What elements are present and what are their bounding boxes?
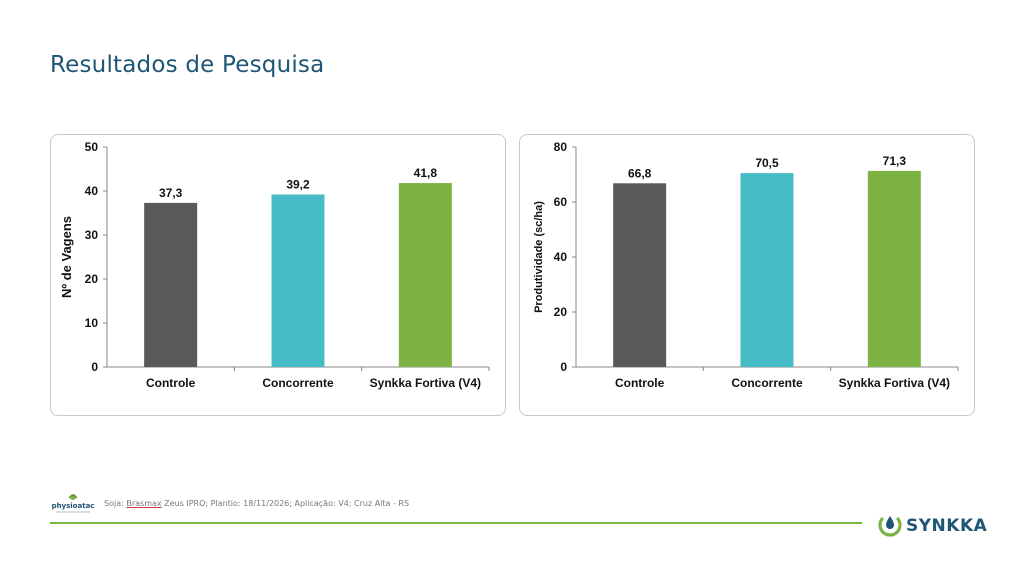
chart1-y-tick-label: 0 (91, 360, 98, 374)
chart1-data-label: 39,2 (286, 178, 310, 192)
chart2-y-tick-label: 60 (554, 195, 568, 209)
chart-vagens: 0 10 20 30 40 50 Nº de Vagens 37,3 Controle 39,2 C… (50, 134, 506, 416)
chart2-y-axis-label: Produtividade (sc/ha) (533, 201, 545, 313)
synkka-logo: SYNKKA (876, 510, 988, 540)
footer-note: Soja: Brasmax Zeus IPRO; Plantio: 18/11/… (104, 499, 409, 508)
chart2-category-label: Concorrente (731, 376, 803, 390)
chart1-y-tick-label: 50 (85, 140, 99, 154)
chart1-data-label: 37,3 (159, 186, 183, 200)
chart2-y-tick-label: 0 (560, 360, 567, 374)
chart1-bar (144, 202, 198, 367)
physioatac-logo: physioatac (52, 492, 94, 516)
chart-produtividade-svg: 0 20 40 60 80 Produtividade (sc/ha) 66,8 Contro… (533, 140, 959, 390)
footer-note-rest: Zeus IPRO; Plantio: 18/11/2026; Aplicaçã… (161, 499, 410, 508)
chart1-y-tick-label: 30 (85, 228, 99, 242)
chart1-y-tick-label: 10 (85, 316, 99, 330)
chart1-data-label: 41,8 (414, 166, 438, 180)
svg-text:physioatac: physioatac (52, 502, 94, 510)
chart2-category-label: Controle (615, 376, 665, 390)
chart1-bar (271, 194, 325, 367)
synkka-drop-icon (878, 516, 902, 537)
chart2-y-tick-label: 40 (554, 250, 568, 264)
footer-note-prefix: Soja: (104, 499, 127, 508)
footer-note-brand: Brasmax (126, 499, 162, 508)
brand-name: SYNKKA (906, 516, 988, 536)
chart1-category-label: Synkka Fortiva (V4) (370, 376, 481, 390)
page-title: Resultados de Pesquisa (50, 52, 325, 78)
chart2-data-label: 70,5 (755, 156, 779, 170)
chart-vagens-svg: 0 10 20 30 40 50 Nº de Vagens 37,3 Controle 39,2 C… (59, 140, 490, 390)
chart2-data-label: 66,8 (628, 166, 652, 180)
chart1-category-label: Concorrente (262, 376, 334, 390)
chart2-bar (613, 183, 667, 367)
chart1-category-label: Controle (146, 376, 196, 390)
chart1-bar (398, 183, 452, 367)
chart-produtividade: 0 20 40 60 80 Produtividade (sc/ha) 66,8 Contro… (519, 134, 975, 416)
footer-divider (50, 522, 862, 524)
chart2-y-tick-label: 20 (554, 305, 568, 319)
chart2-bar (867, 170, 921, 367)
chart1-y-tick-label: 40 (85, 184, 99, 198)
chart1-y-axis-label: Nº de Vagens (59, 216, 74, 298)
chart1-y-tick-label: 20 (85, 272, 99, 286)
chart2-bar (740, 173, 794, 367)
chart2-data-label: 71,3 (883, 154, 907, 168)
chart2-y-tick-label: 80 (554, 140, 568, 154)
chart2-category-label: Synkka Fortiva (V4) (839, 376, 950, 390)
